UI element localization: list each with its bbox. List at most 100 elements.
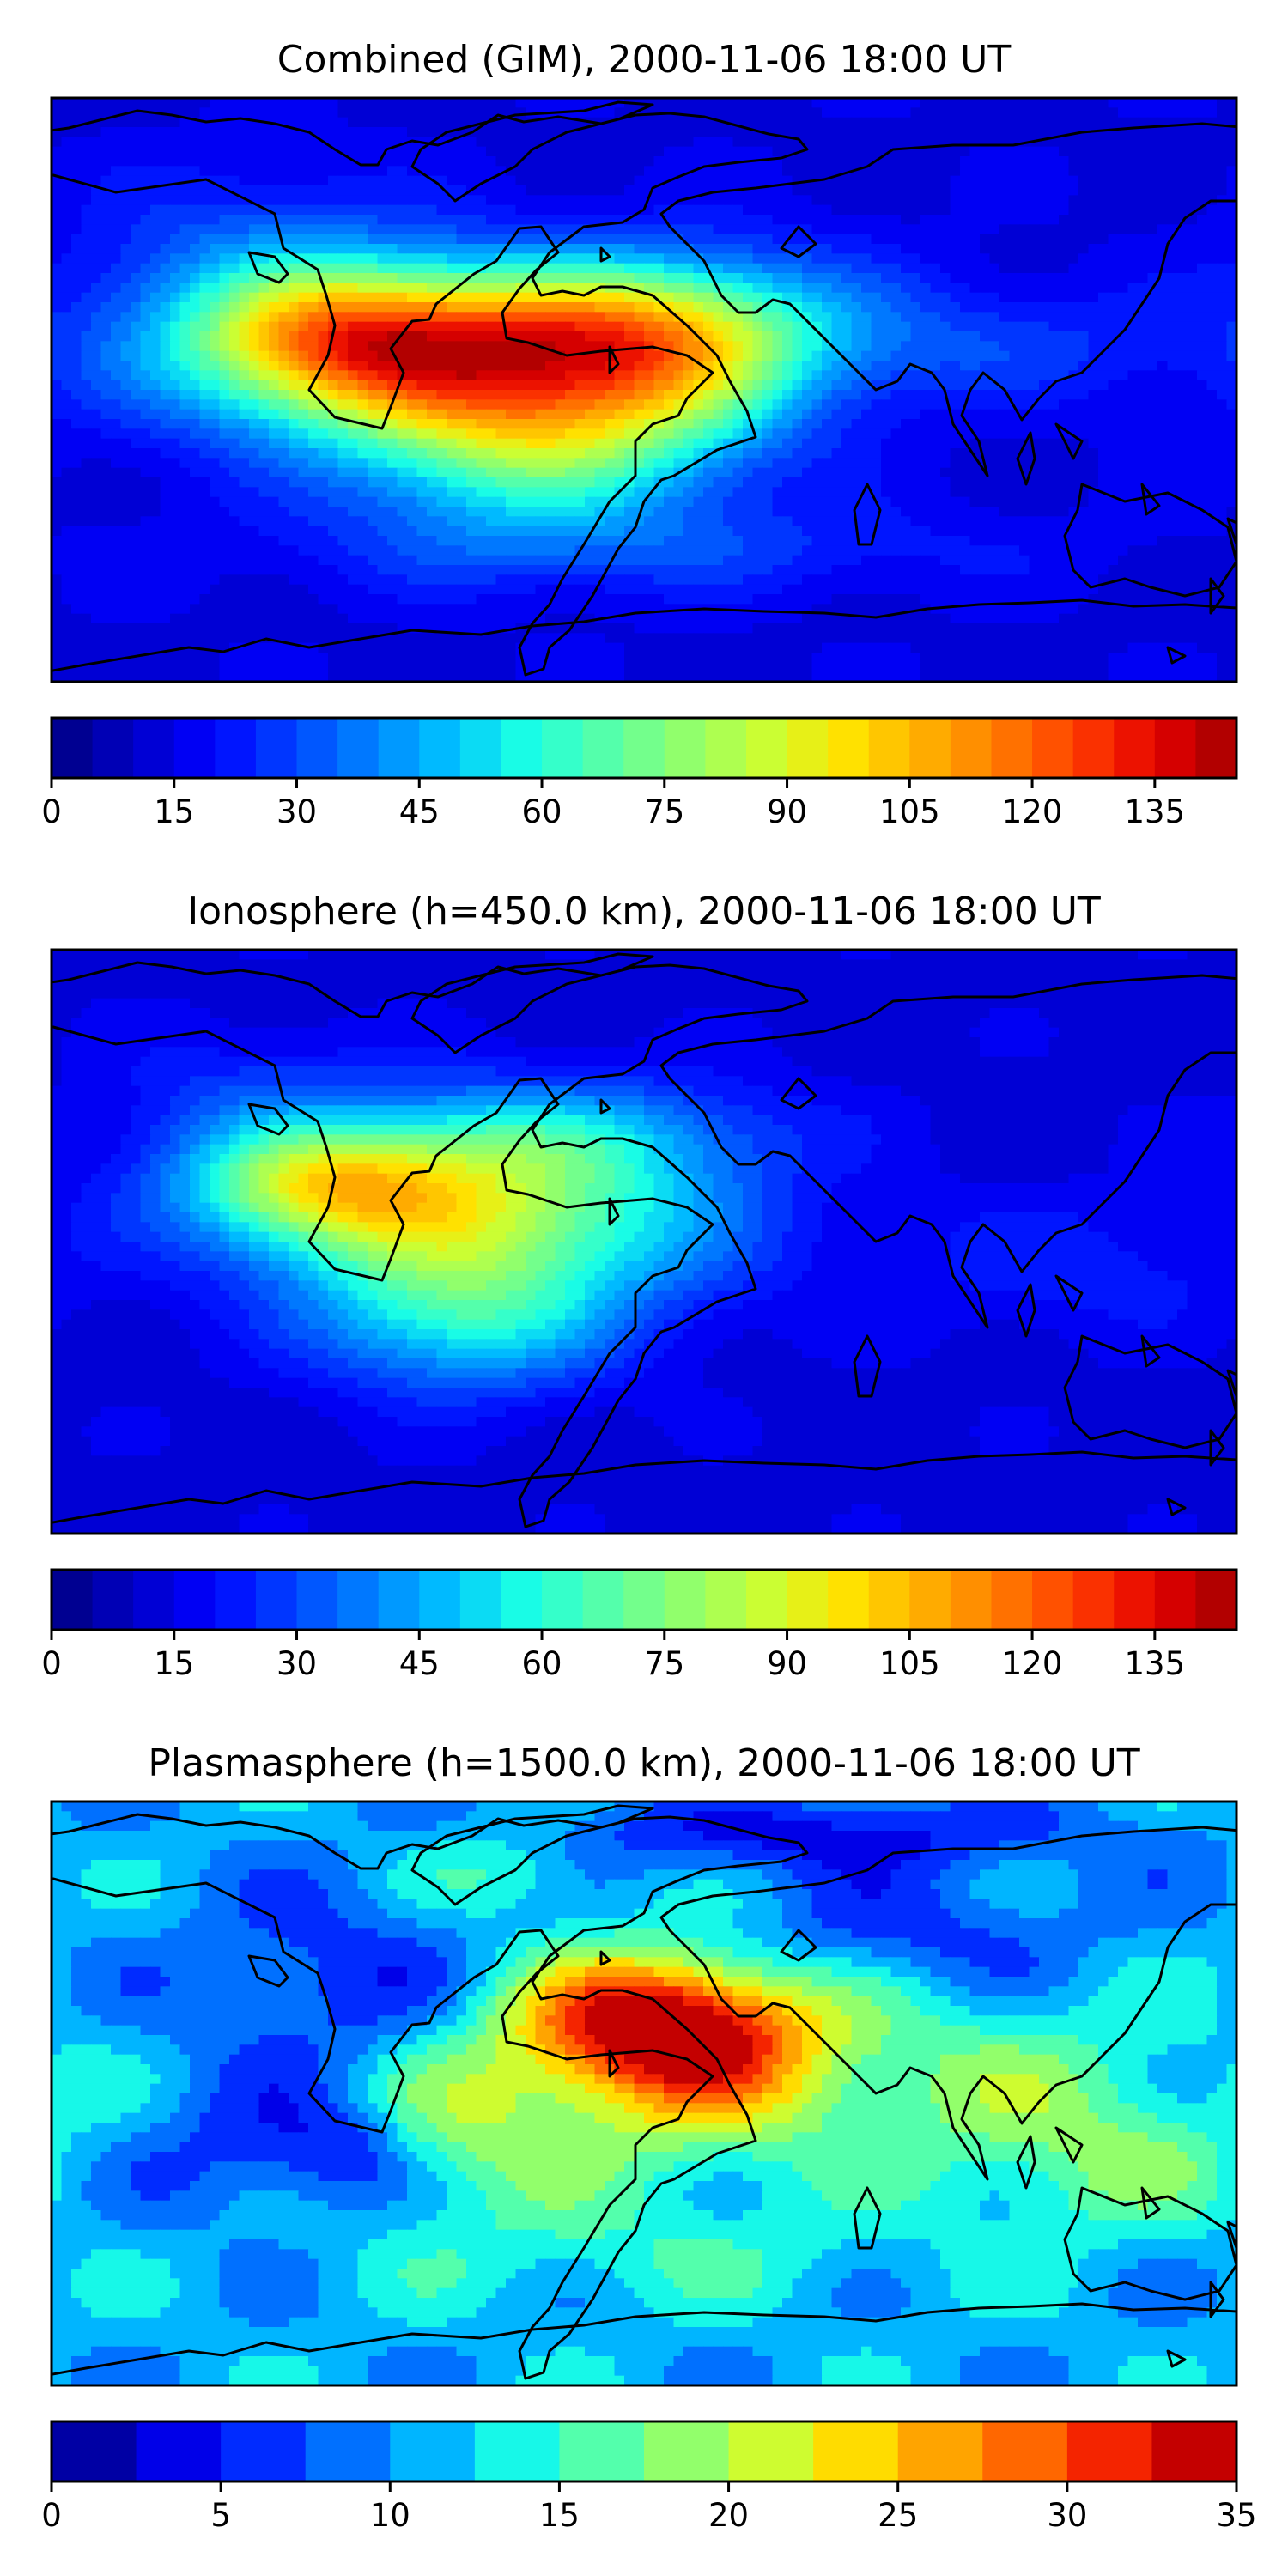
field-cell <box>871 380 882 391</box>
field-cell <box>1009 477 1020 488</box>
field-cell <box>743 166 754 177</box>
field-cell <box>387 448 398 459</box>
field-cell <box>713 263 724 274</box>
field-cell <box>653 321 665 332</box>
field-cell <box>851 361 862 371</box>
field-cell <box>980 312 991 323</box>
field-cell <box>436 98 447 108</box>
field-cell <box>1226 419 1236 429</box>
field-cell <box>239 380 250 391</box>
field-cell <box>416 253 428 264</box>
field-cell <box>219 370 230 381</box>
field-cell <box>811 312 823 323</box>
field-cell <box>1147 331 1158 342</box>
field-cell <box>239 263 250 274</box>
field-cell <box>1157 107 1169 118</box>
field-cell <box>526 419 537 429</box>
field-cell <box>1048 312 1060 323</box>
field-cell <box>416 263 428 274</box>
field-cell <box>140 438 151 449</box>
field-cell <box>150 302 161 313</box>
field-cell <box>506 409 517 420</box>
field-cell <box>762 302 774 313</box>
field-cell <box>337 127 349 137</box>
field-cell <box>81 244 92 254</box>
field-cell <box>831 380 842 391</box>
field-cell <box>1039 312 1050 323</box>
field-cell <box>1138 283 1149 294</box>
field-cell <box>495 409 507 420</box>
field-cell <box>605 409 616 420</box>
field-cell <box>328 350 339 361</box>
field-cell <box>170 467 181 478</box>
field-cell <box>100 137 112 148</box>
field-cell <box>1059 390 1070 400</box>
field-cell <box>111 292 122 303</box>
field-cell <box>337 185 349 196</box>
field-cell <box>100 467 112 478</box>
field-cell <box>308 253 319 264</box>
field-cell <box>920 234 932 245</box>
field-cell <box>1029 390 1040 400</box>
field-cell <box>239 234 250 245</box>
field-cell <box>199 380 210 391</box>
field-cell <box>466 166 477 177</box>
field-cell <box>792 302 803 313</box>
field-cell <box>368 195 379 206</box>
field-cell <box>851 195 862 206</box>
field-cell <box>841 477 853 488</box>
field-cell <box>989 390 1000 400</box>
field-cell <box>308 146 319 157</box>
field-cell <box>664 321 675 332</box>
field-cell <box>871 185 882 196</box>
field-cell <box>545 312 556 323</box>
field-cell <box>1138 477 1149 488</box>
field-cell <box>1197 137 1208 148</box>
field-cell <box>920 137 932 148</box>
field-cell <box>515 331 526 342</box>
field-cell <box>140 137 151 148</box>
field-cell <box>999 234 1011 245</box>
field-cell <box>308 467 319 478</box>
field-cell <box>120 380 131 391</box>
field-cell <box>861 283 872 294</box>
field-cell <box>624 409 635 420</box>
field-cell <box>515 312 526 323</box>
field-cell <box>535 117 546 128</box>
field-cell <box>762 185 774 196</box>
field-cell <box>1197 224 1208 235</box>
field-cell <box>841 380 853 391</box>
field-cell <box>120 283 131 294</box>
field-cell <box>1078 215 1090 225</box>
field-cell <box>545 98 556 108</box>
field-cell <box>407 273 418 283</box>
field-cell <box>664 361 675 371</box>
field-cell <box>1206 292 1218 303</box>
field-cell <box>703 234 714 245</box>
field-cell <box>131 195 142 206</box>
field-cell <box>337 215 349 225</box>
field-cell <box>1177 253 1188 264</box>
field-cell <box>387 302 398 313</box>
field-cell <box>594 175 605 186</box>
field-cell <box>782 487 793 498</box>
field-cell <box>111 137 122 148</box>
field-cell <box>318 156 329 167</box>
field-cell <box>298 361 309 371</box>
field-cell <box>179 458 191 469</box>
field-cell <box>871 487 882 498</box>
field-cell <box>901 195 912 206</box>
field-cell <box>52 204 63 216</box>
field-cell <box>210 166 221 177</box>
field-cell <box>210 380 221 391</box>
field-cell <box>574 263 586 274</box>
field-cell <box>476 458 487 469</box>
field-cell <box>999 341 1011 352</box>
field-cell <box>1088 224 1099 235</box>
field-cell <box>743 204 754 216</box>
field-cell <box>565 399 576 410</box>
field-cell <box>980 224 991 235</box>
field-cell <box>1127 166 1139 177</box>
field-cell <box>427 195 438 206</box>
field-cell <box>881 399 892 410</box>
